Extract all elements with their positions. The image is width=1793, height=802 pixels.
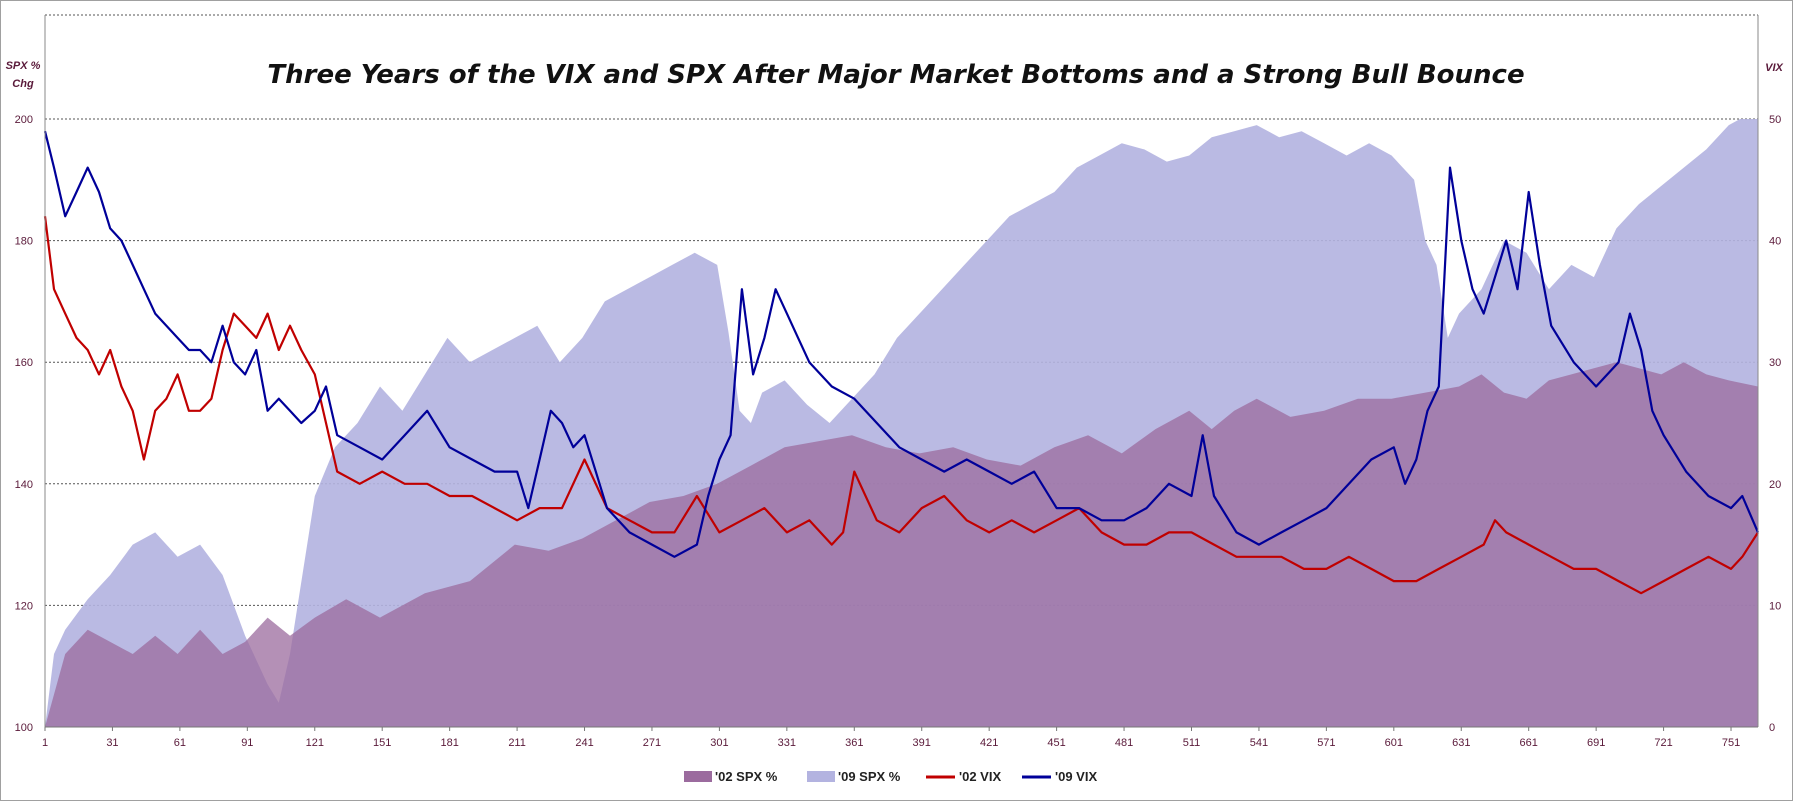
y-left-tick-label: 160 [15,357,33,369]
x-tick-label: 691 [1587,737,1605,749]
legend: '02 SPX % '09 SPX % '02 VIX '09 VIX [684,769,1097,784]
x-tick-label: 451 [1047,737,1065,749]
y-left-tick-label: 120 [15,600,33,612]
y-left-tick-label: 180 [15,236,33,248]
line-layer [43,130,1760,595]
y-right-tick-label: 30 [1769,357,1781,369]
x-tick-label: 301 [710,737,728,749]
x-tick-label: 541 [1250,737,1268,749]
x-tick-label: 631 [1452,737,1470,749]
x-tick-label: 211 [508,737,526,749]
chart-title: Three Years of the VIX and SPX After Maj… [267,60,1524,90]
y-right-tick-label: 10 [1769,600,1781,612]
legend-swatch-02-spx [684,771,712,782]
legend-label-09-spx: '09 SPX % [838,769,901,784]
x-tick-label: 241 [575,737,593,749]
y-left-tick-label: 140 [15,479,33,491]
x-tick-label: 511 [1183,737,1201,749]
x-tick-label: 121 [306,737,324,749]
area-layer [45,119,1758,727]
x-tick-label: 751 [1722,737,1740,749]
y-left-axis-label-line2: Chg [12,78,34,90]
legend-label-02-vix: '02 VIX [959,769,1001,784]
x-tick-label: 181 [440,737,458,749]
y-left-tick-label: 200 [15,114,33,126]
x-tick-label: 661 [1520,737,1538,749]
y-right-tick-label: 0 [1769,722,1775,734]
y-left-tick-label: 100 [15,722,33,734]
x-tick-label: 361 [845,737,863,749]
line-09-vix [43,130,1760,558]
legend-label-02-spx: '02 SPX % [715,769,778,784]
legend-label-09-vix: '09 VIX [1055,769,1097,784]
tick-layer: 100 120 140 160 180 200 0 10 20 30 40 50 1 31 61 91 121 1… [15,114,1782,749]
x-tick-label: 151 [373,737,391,749]
x-tick-label: 481 [1115,737,1133,749]
y-right-tick-label: 20 [1769,479,1781,491]
x-tick-label: 271 [643,737,661,749]
x-tick-label: 1 [42,737,48,749]
area-02-spx [45,362,1758,727]
x-tick-label: 331 [778,737,796,749]
y-left-axis-label-line1: SPX % [6,60,41,72]
x-tick-label: 31 [106,737,118,749]
line-02-vix [43,216,1759,595]
y-right-tick-label: 40 [1769,236,1781,248]
y-right-axis-label: VIX [1765,62,1783,74]
x-tick-label: 61 [174,737,186,749]
x-tick-label: 421 [980,737,998,749]
legend-swatch-09-spx [807,771,835,782]
x-tick-label: 721 [1654,737,1672,749]
x-tick-label: 571 [1317,737,1335,749]
axis-layer [44,15,1759,727]
y-right-tick-label: 50 [1769,114,1781,126]
x-tick-label: 601 [1385,737,1403,749]
x-tick-label: 391 [913,737,931,749]
x-tick-label: 91 [241,737,253,749]
